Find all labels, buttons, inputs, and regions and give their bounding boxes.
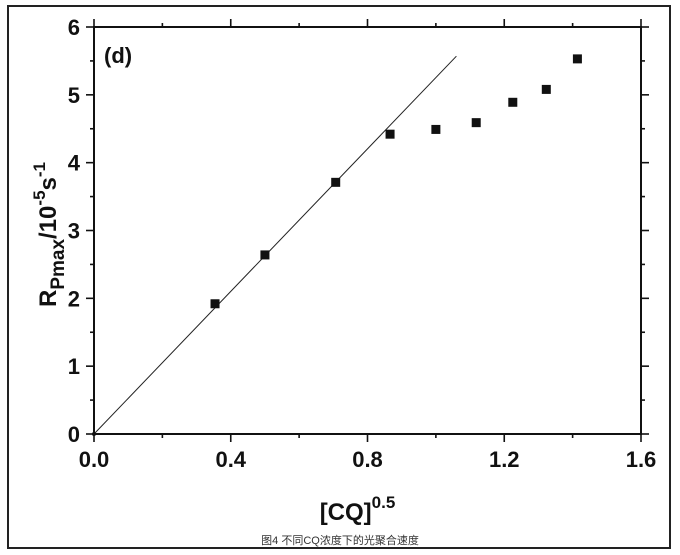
data-point (431, 124, 441, 134)
y-axis-title-s: s (35, 177, 62, 190)
data-point (210, 299, 220, 309)
y-tick-label: 1 (68, 354, 80, 379)
y-axis-title-sup2: -1 (30, 162, 49, 177)
data-points (92, 54, 582, 436)
y-tick-label: 6 (68, 15, 80, 40)
data-point (385, 129, 395, 139)
panel-label: (d) (104, 43, 132, 68)
x-tick-label: 0.0 (79, 447, 110, 472)
origin-point (92, 432, 96, 436)
data-point (572, 54, 582, 64)
x-tick-label: 0.4 (215, 447, 246, 472)
y-axis-title-sup1: -5 (30, 190, 49, 205)
y-tick-label: 0 (68, 422, 80, 447)
x-axis-title: [CQ]0.5 (320, 493, 396, 526)
y-axis-title-mid: /10 (35, 206, 62, 239)
y-tick-label: 2 (68, 286, 80, 311)
y-axis-title-r: R (35, 290, 62, 307)
y-tick-label: 3 (68, 219, 80, 244)
y-axis-title-sub: Pmax (48, 239, 69, 290)
x-axis-title-sup: 0.5 (372, 493, 396, 512)
x-tick-label: 1.6 (626, 447, 657, 472)
figure-frame (7, 5, 671, 549)
y-tick-label: 5 (68, 83, 80, 108)
x-tick-label: 0.8 (352, 447, 383, 472)
axis-ticks (86, 19, 649, 442)
y-tick-label: 4 (68, 151, 81, 176)
axis-tick-labels: 0.0 0.4 0.8 1.2 1.6 0 1 2 3 4 5 6 (68, 15, 657, 472)
y-axis-title: RPmax/10-5s-1 (30, 162, 69, 307)
data-point (260, 250, 270, 260)
data-point (541, 84, 551, 94)
x-axis-title-main: [CQ] (320, 499, 372, 526)
x-tick-label: 1.2 (489, 447, 520, 472)
data-point (508, 97, 518, 107)
data-point (331, 177, 341, 187)
data-point (471, 118, 481, 128)
figure-caption: 图4 不同CQ浓度下的光聚合速度 (261, 535, 419, 547)
fit-line (93, 55, 457, 435)
plot-area (93, 26, 642, 435)
